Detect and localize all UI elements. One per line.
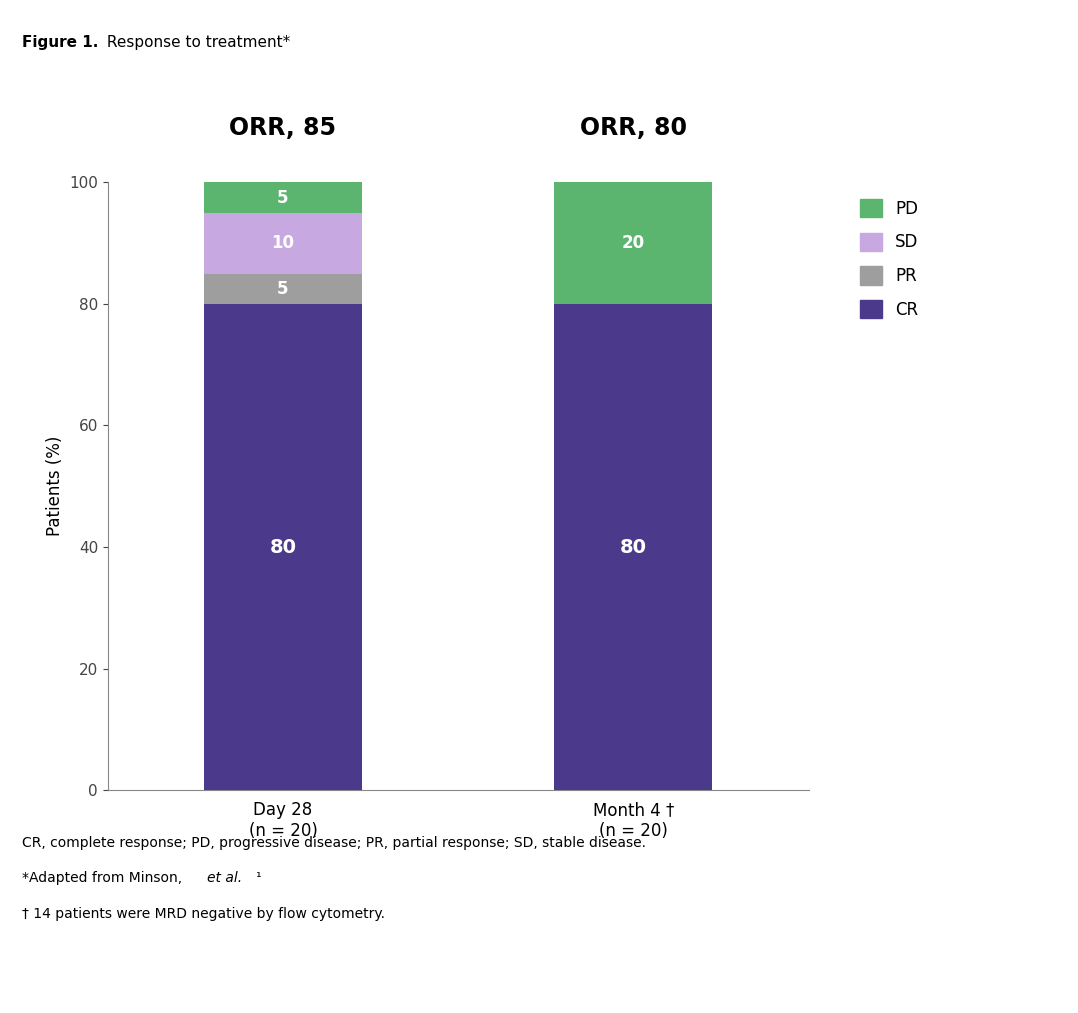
Legend: PD, SD, PR, CR: PD, SD, PR, CR (852, 190, 927, 327)
Text: CR, complete response; PD, progressive disease; PR, partial response; SD, stable: CR, complete response; PD, progressive d… (22, 836, 646, 850)
Text: *Adapted from Minson,: *Adapted from Minson, (22, 871, 186, 885)
Bar (204, 213, 362, 274)
Text: † 14 patients were MRD negative by flow cytometry.: † 14 patients were MRD negative by flow … (22, 907, 385, 921)
Bar (204, 182, 362, 213)
Text: 20: 20 (622, 234, 645, 252)
Bar (554, 304, 713, 790)
Text: ¹: ¹ (255, 871, 261, 885)
Y-axis label: Patients (%): Patients (%) (45, 436, 64, 537)
Text: 5: 5 (277, 280, 289, 298)
Text: ORR, 85: ORR, 85 (230, 115, 336, 140)
Text: 80: 80 (620, 538, 647, 556)
Bar (204, 304, 362, 790)
Text: Figure 1.: Figure 1. (22, 35, 98, 51)
Bar (204, 274, 362, 304)
Text: 80: 80 (270, 538, 296, 556)
Bar (554, 182, 713, 304)
Text: 5: 5 (277, 188, 289, 207)
Text: 10: 10 (272, 234, 294, 252)
Text: Response to treatment*: Response to treatment* (102, 35, 291, 51)
Text: ORR, 80: ORR, 80 (580, 115, 687, 140)
Text: et al.: et al. (207, 871, 243, 885)
